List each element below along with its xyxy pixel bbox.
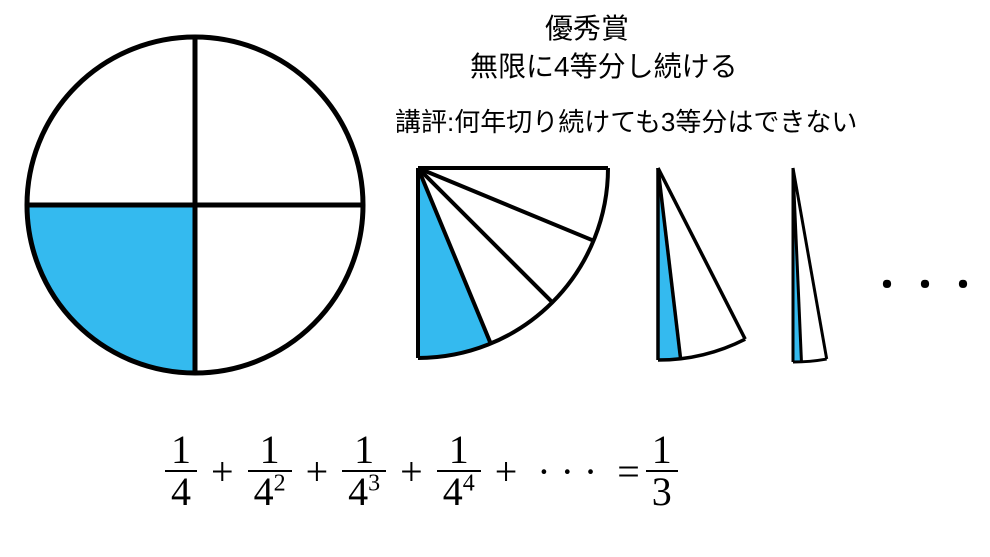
term-2-num: 1 (254, 430, 286, 470)
plus-1: + (197, 448, 248, 495)
term-1: 1 4 (165, 430, 197, 512)
equals: = (603, 448, 646, 495)
term-3-num: 1 (348, 430, 380, 470)
shapes-ellipsis: ・・・ (870, 258, 984, 307)
quarter-fan (418, 168, 608, 358)
term-1-num: 1 (165, 430, 197, 470)
plus-2: + (292, 448, 343, 495)
term-4-den: 44 (437, 470, 481, 512)
term-4: 1 44 (437, 430, 481, 512)
geometric-series-formula: 1 4 + 1 42 + 1 43 + 1 44 + · · · = 1 3 (165, 430, 678, 512)
term-2: 1 42 (248, 430, 292, 512)
plus-3: + (386, 448, 437, 495)
term-2-den: 42 (248, 470, 292, 512)
term-3-den: 43 (342, 470, 386, 512)
result: 1 3 (646, 430, 678, 512)
main-circle (27, 37, 363, 373)
term-3: 1 43 (342, 430, 386, 512)
result-num: 1 (646, 430, 678, 470)
formula-ellipsis: · · · (531, 448, 603, 495)
result-den: 3 (646, 470, 678, 512)
plus-4: + (481, 448, 532, 495)
sliver-2 (793, 168, 827, 362)
term-4-num: 1 (443, 430, 475, 470)
sliver-1 (658, 168, 745, 360)
term-1-den: 4 (165, 470, 197, 512)
